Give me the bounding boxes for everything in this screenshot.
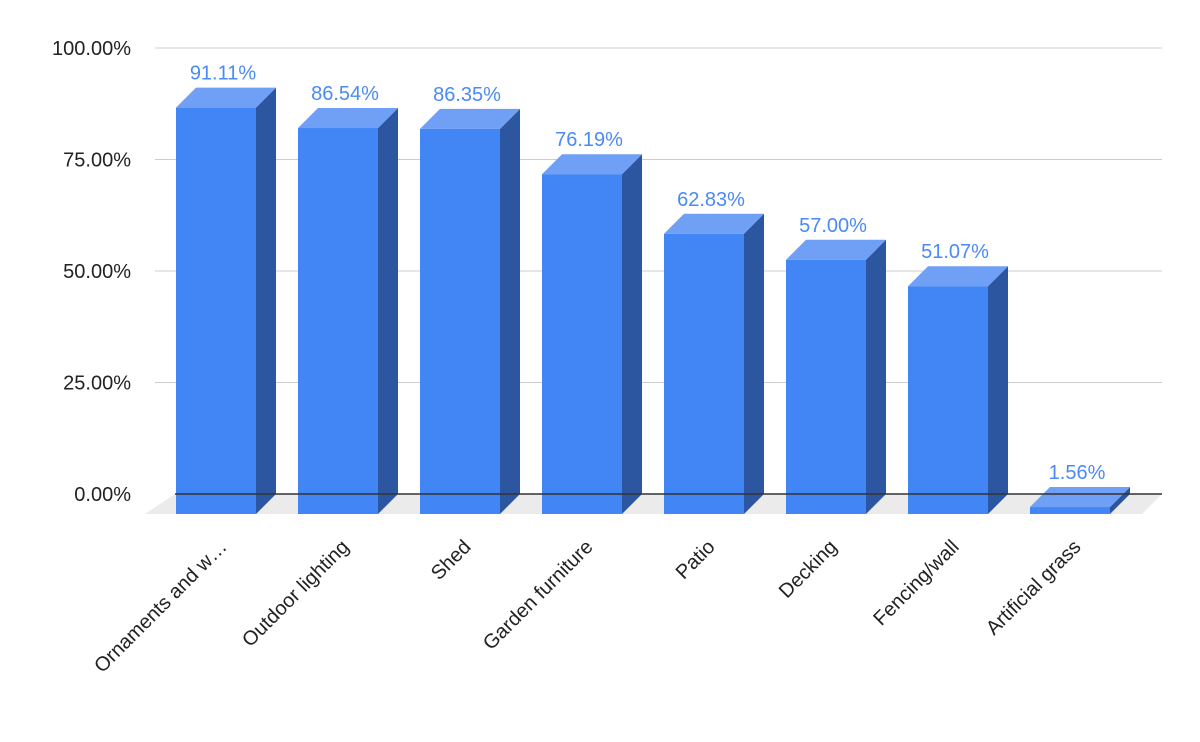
data-label: 62.83% (677, 189, 745, 211)
y-tick-label: 25.00% (63, 373, 131, 395)
bar-side-face (988, 266, 1008, 514)
x-tick-label: Fencing/wall (869, 536, 963, 630)
x-tick-label: Patio (672, 536, 720, 584)
y-tick-label: 50.00% (63, 261, 131, 283)
bar (908, 266, 1008, 514)
chart-floor-plane (145, 494, 1162, 514)
x-tick-label: Shed (427, 536, 476, 585)
bar-side-face (500, 108, 520, 514)
bar-top-face (908, 266, 1008, 287)
data-label: 76.19% (555, 129, 623, 151)
bar-top-face (786, 239, 886, 260)
x-axis-tick-labels: Ornaments and w… Outdoor lighting Shed Gard… (90, 536, 1085, 677)
bar-top-face (420, 108, 520, 129)
bar-front-face (542, 174, 622, 514)
data-label: 1.56% (1049, 462, 1106, 484)
x-tick-label: Outdoor lighting (238, 536, 353, 651)
bar (542, 154, 642, 514)
bar-top-face (542, 154, 642, 175)
y-tick-label: 0.00% (74, 484, 131, 506)
bar (664, 213, 764, 514)
bar-front-face (176, 107, 256, 514)
x-tick-label: Decking (775, 536, 842, 603)
data-label: 57.00% (799, 215, 867, 237)
bars (176, 87, 1130, 514)
y-axis-tick-labels: 0.00% 25.00% 50.00% 75.00% 100.00% (52, 38, 131, 506)
x-tick-label: Garden furniture (479, 536, 598, 655)
y-tick-label: 100.00% (52, 38, 131, 60)
bar-front-face (908, 286, 988, 514)
bar-top-face (664, 213, 764, 234)
data-label: 86.54% (311, 83, 379, 105)
bar-front-face (1030, 507, 1110, 514)
bar-side-face (378, 108, 398, 514)
bar-side-face (866, 239, 886, 514)
bar (298, 108, 398, 514)
chart-floor (145, 494, 1162, 514)
bar-top-face (176, 87, 276, 108)
y-tick-label: 75.00% (63, 150, 131, 172)
x-tick-label: Artificial grass (982, 536, 1086, 640)
data-label: 51.07% (921, 241, 989, 263)
bar-side-face (622, 154, 642, 514)
bar (786, 239, 886, 514)
bar-front-face (664, 233, 744, 514)
x-tick-label: Ornaments and w… (90, 536, 231, 677)
data-labels: 91.11% 86.54% 86.35% 76.19% 62.83% 57.00% 51.0… (190, 63, 1106, 484)
data-label: 91.11% (190, 63, 257, 85)
bar-side-face (744, 213, 764, 514)
data-label: 86.35% (433, 84, 501, 106)
bar-side-face (256, 87, 276, 514)
bar-top-face (1030, 487, 1130, 508)
bar-front-face (420, 128, 500, 514)
bar (420, 108, 520, 514)
bar-front-face (298, 128, 378, 514)
bar-front-face (786, 259, 866, 514)
bar-top-face (298, 108, 398, 129)
bar (176, 87, 276, 514)
